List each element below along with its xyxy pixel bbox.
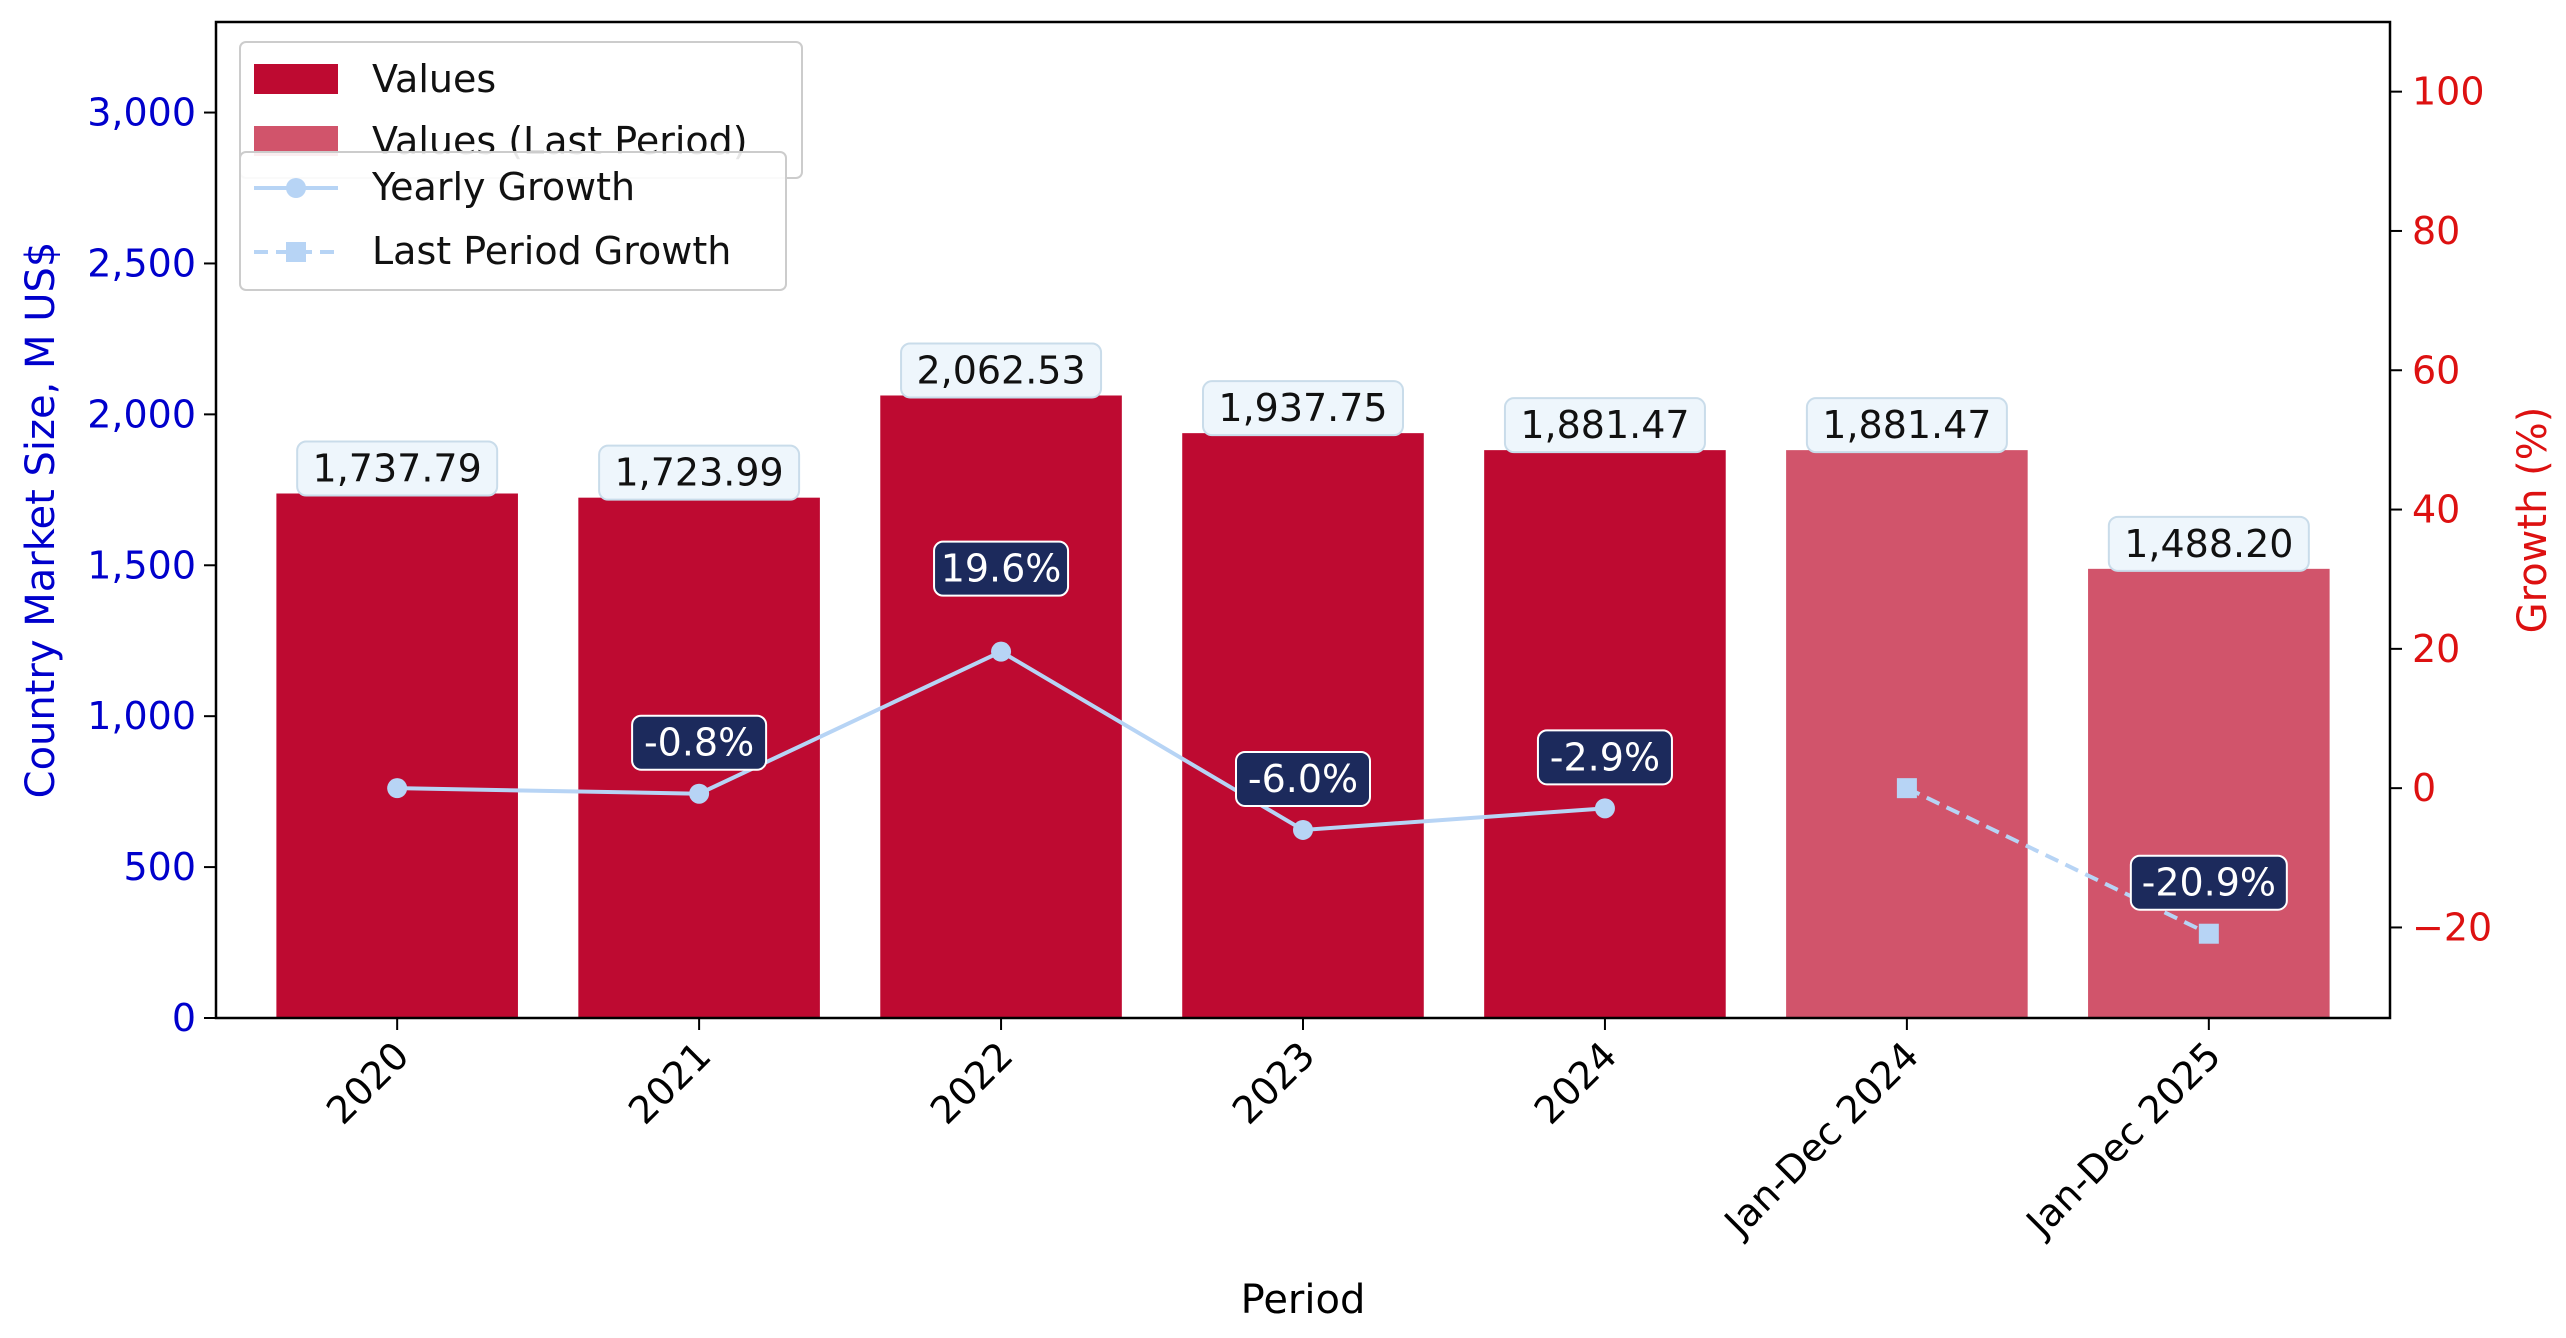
legend-growth: Yearly Growth Last Period Growth [239, 151, 787, 291]
bar-value-label-4-box [1503, 397, 1706, 454]
growth-label-0-3: -6.0% [1235, 750, 1371, 807]
growth-label-0-3-text: -6.0% [1248, 757, 1358, 801]
growth-label-0-4-box [1536, 729, 1673, 786]
bar-value-label-6: 1,488.20 [2107, 515, 2310, 572]
left-tick-label-3: 1,500 [87, 543, 196, 587]
left-tick-label-1: 500 [123, 845, 196, 889]
growth-point-0-4 [1594, 798, 1615, 819]
growth-label-0-3-box [1235, 750, 1371, 807]
growth-point-1-1 [2198, 923, 2219, 944]
bar-6 [2088, 568, 2330, 1018]
growth-point-0-2 [991, 641, 1012, 662]
legend-swatch-values [254, 64, 338, 94]
legend-label-last-period-growth: Last Period Growth [372, 229, 731, 273]
left-tick-label-0: 0 [172, 996, 196, 1040]
growth-label-0-2: 19.6% [933, 540, 1070, 597]
bar-value-label-0-text: 1,737.79 [313, 447, 482, 491]
x-tick-label-6: Jan-Dec 2025 [2017, 1033, 2230, 1246]
right-tick-label-5: 80 [2412, 209, 2460, 253]
growth-point-0-3 [1293, 819, 1313, 840]
x-tick-label-3: 2023 [1224, 1033, 1324, 1133]
growth-label-1-1-text: -20.9% [2142, 861, 2276, 905]
growth-point-0-0 [387, 778, 408, 799]
bar-5 [1786, 450, 2028, 1018]
legend-label-values: Values [372, 57, 496, 101]
bar-value-label-3: 1,937.75 [1202, 380, 1404, 437]
bar-value-label-4-text: 1,881.47 [1520, 403, 1689, 447]
bar-value-label-5-text: 1,881.47 [1822, 403, 1991, 447]
bar-value-label-6-text: 1,488.20 [2124, 522, 2293, 566]
x-tick-label-1: 2021 [620, 1033, 720, 1133]
growth-label-0-1-box [631, 714, 768, 771]
right-tick-label-0: −20 [2412, 905, 2492, 949]
right-tick-label-2: 20 [2412, 627, 2460, 671]
growth-point-0-1 [689, 783, 710, 804]
right-tick-label-4: 60 [2412, 348, 2460, 392]
right-tick-label-1: 0 [2412, 766, 2436, 810]
growth-label-0-1: -0.8% [631, 714, 768, 771]
growth-label-0-2-text: 19.6% [941, 547, 1062, 591]
left-tick-label-4: 2,000 [87, 392, 196, 436]
bar-value-label-1-box [598, 444, 801, 501]
growth-lines-layer [387, 641, 2219, 944]
legend-bars: Values Values (Last Period) [239, 41, 803, 179]
bar-value-label-4: 1,881.47 [1503, 397, 1706, 454]
y-axis-left-label: Country Market Size, M US$ [18, 242, 64, 799]
bar-value-label-2: 2,062.53 [900, 342, 1103, 399]
growth-label-1-1-box [2129, 854, 2288, 911]
y-axis-right-label: Growth (%) [2510, 407, 2556, 634]
bar-0 [276, 493, 518, 1018]
legend-label-yearly-growth: Yearly Growth [371, 165, 635, 209]
x-tick-label-4: 2024 [1526, 1033, 1626, 1133]
legend-growth-frame [239, 151, 787, 291]
left-tick-label-5: 2,500 [87, 241, 196, 285]
bar-value-label-5: 1,881.47 [1805, 397, 2008, 454]
growth-point-1-0 [1896, 778, 1917, 799]
x-tick-label-0: 2020 [318, 1033, 418, 1133]
bar-value-label-3-box [1202, 380, 1404, 437]
legend-marker-last-period-growth [286, 242, 306, 262]
bar-2 [880, 395, 1122, 1018]
bar-value-label-3-text: 1,937.75 [1218, 386, 1387, 430]
bar-value-label-1-text: 1,723.99 [615, 451, 784, 495]
left-tick-label-6: 3,000 [87, 91, 196, 135]
data-labels-layer: 1,737.79 1,723.99 2,062.53 1,937.75 1,881.47… [296, 342, 2310, 911]
growth-label-0-1-text: -0.8% [644, 721, 754, 765]
left-tick-label-2: 1,000 [87, 694, 196, 738]
bar-value-label-2-text: 2,062.53 [916, 348, 1085, 392]
bar-3 [1182, 433, 1424, 1018]
bar-value-label-6-box [2107, 515, 2310, 572]
bar-value-label-2-box [900, 342, 1103, 399]
bar-value-label-1: 1,723.99 [598, 444, 801, 501]
bar-value-label-0: 1,737.79 [296, 440, 499, 497]
growth-label-0-4: -2.9% [1536, 729, 1673, 786]
x-axis: 2020 2021 2022 2023 2024 Jan-Dec 2024 Jan-Dec … [318, 1018, 2229, 1246]
x-tick-label-2: 2022 [922, 1033, 1022, 1133]
growth-label-0-4-text: -2.9% [1550, 735, 1660, 779]
right-tick-label-6: 100 [2412, 70, 2485, 114]
growth-label-0-2-box [933, 540, 1070, 597]
x-axis-label: Period [1241, 1277, 1366, 1323]
bar-value-label-0-box [296, 440, 499, 497]
right-tick-label-3: 40 [2412, 488, 2460, 532]
bar-value-label-5-box [1805, 397, 2008, 454]
right-axis: −20 0 20 40 60 80 100 [2390, 70, 2492, 949]
growth-line-1 [1906, 786, 2210, 936]
left-axis: 0 500 1,000 1,500 2,000 2,500 3,000 [87, 91, 216, 1040]
legend-marker-yearly-growth [286, 178, 306, 198]
bars-layer [276, 395, 2330, 1019]
growth-label-1-1: -20.9% [2129, 854, 2288, 911]
x-tick-label-5: Jan-Dec 2024 [1715, 1033, 1928, 1246]
